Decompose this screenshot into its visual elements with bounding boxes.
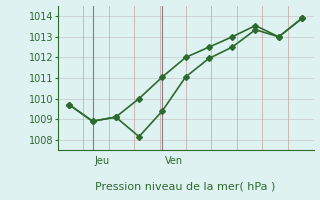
Text: Pression niveau de la mer( hPa ): Pression niveau de la mer( hPa ) <box>95 182 276 192</box>
Text: Jeu: Jeu <box>95 156 110 166</box>
Text: Ven: Ven <box>165 156 183 166</box>
